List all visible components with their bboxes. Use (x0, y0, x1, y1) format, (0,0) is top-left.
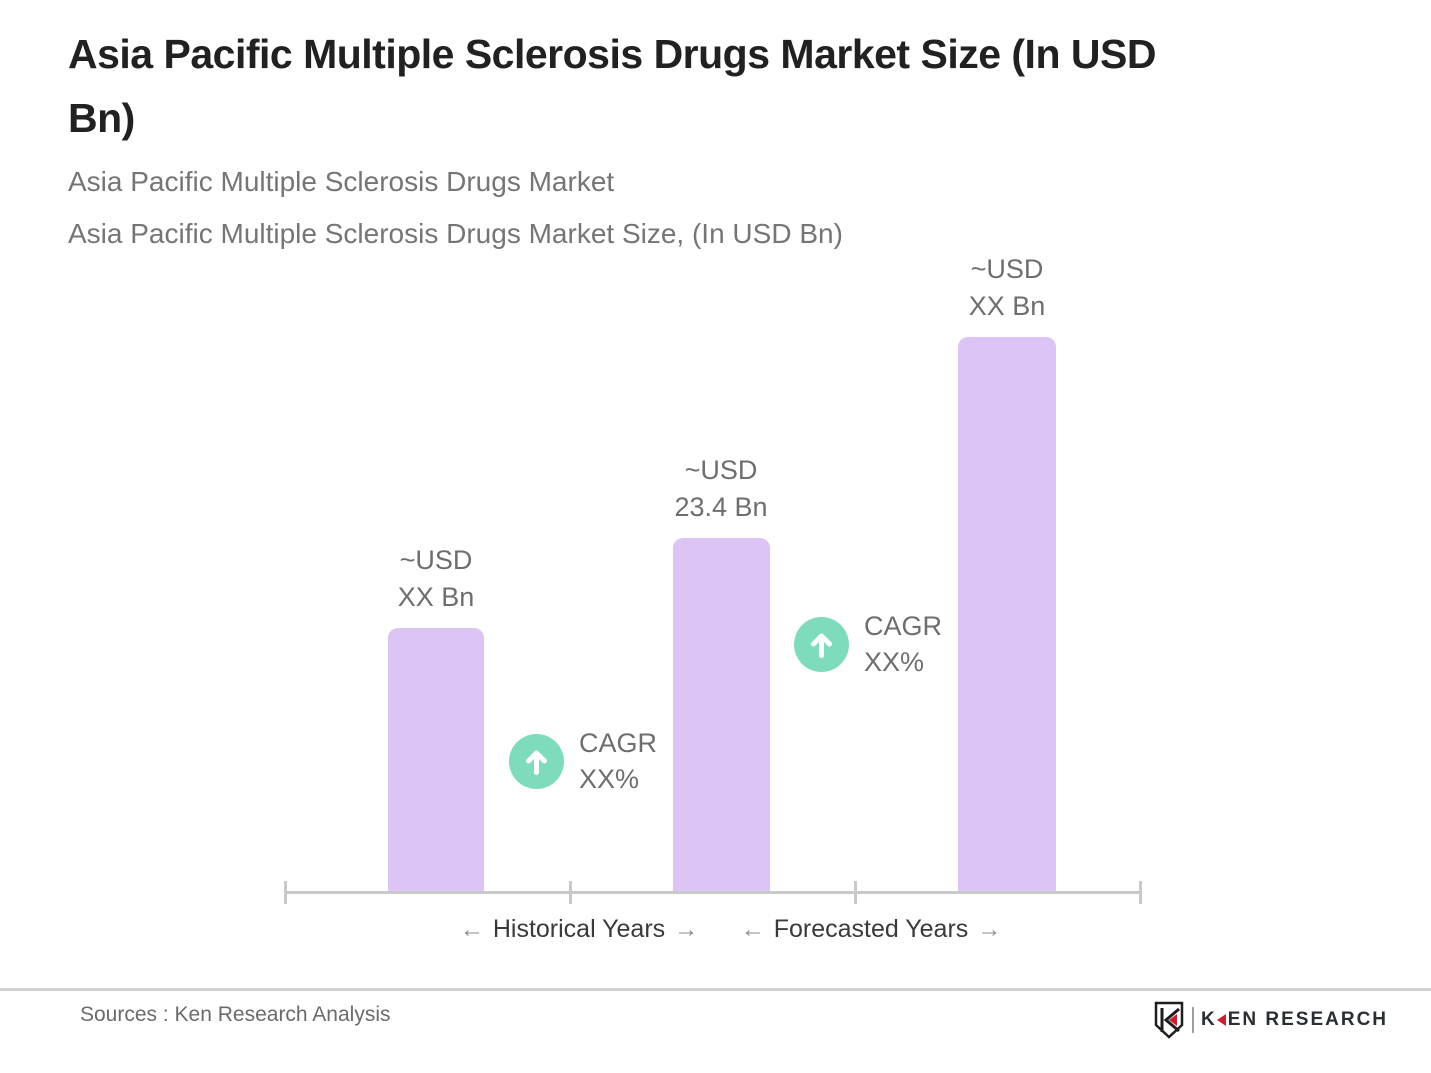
bar-value-label: ~USD XX Bn (897, 251, 1117, 325)
bar-value-line: ~USD (399, 545, 473, 575)
axis-tick (1139, 881, 1142, 904)
logo-separator (1192, 1007, 1194, 1033)
cagr-annotation-2: CAGR XX% (794, 608, 942, 680)
axis-tick (854, 881, 857, 904)
bar-value-line: 23.4 Bn (674, 492, 768, 522)
axis-section-historical: ← Historical Years → (424, 915, 734, 944)
bar-historical (388, 628, 484, 893)
bar-base-year (673, 538, 770, 893)
page-title-line2: Bn) (68, 95, 135, 141)
axis-section-label: Historical Years (492, 915, 666, 943)
logo-badge-icon (1154, 1001, 1184, 1039)
ken-research-logo: K EN RESEARCH (1152, 999, 1388, 1041)
cagr-label-line: XX% (579, 764, 640, 794)
axis-section-label: Forecasted Years (773, 915, 969, 943)
logo-rest: EN RESEARCH (1227, 1009, 1389, 1030)
left-arrow-icon: ← (459, 916, 484, 943)
up-arrow-circle-icon (509, 733, 564, 789)
footer-divider (0, 988, 1431, 991)
axis-tick (284, 881, 287, 904)
bar-forecast (958, 337, 1056, 893)
cagr-annotation-1: CAGR XX% (509, 725, 657, 797)
cagr-label-line: CAGR (864, 611, 943, 641)
logo-wordmark: K EN RESEARCH (1201, 1009, 1388, 1031)
logo-k: K (1201, 1009, 1217, 1030)
bar-value-label: ~USD XX Bn (326, 542, 546, 616)
bar-chart: ~USD XX Bn ~USD 23.4 Bn ~USD XX Bn CAGR … (326, 251, 1117, 893)
bar-value-line: XX Bn (968, 291, 1046, 321)
page-title-line1: Asia Pacific Multiple Sclerosis Drugs Ma… (68, 31, 1156, 77)
axis-section-forecasted: ← Forecasted Years → (716, 915, 1026, 944)
up-arrow-icon (526, 750, 547, 775)
up-arrow-circle-icon (794, 616, 849, 672)
right-arrow-icon: → (674, 916, 699, 943)
axis-tick (569, 881, 572, 904)
cagr-label: CAGR XX% (579, 725, 657, 797)
source-note: Sources : Ken Research Analysis (80, 1003, 391, 1026)
bar-value-line: ~USD (970, 254, 1044, 284)
bar-value-line: ~USD (684, 455, 758, 485)
cagr-label-line: CAGR (579, 728, 658, 758)
up-arrow-icon (811, 633, 832, 658)
left-arrow-icon: ← (740, 916, 765, 943)
chart-subtitle: Asia Pacific Multiple Sclerosis Drugs Ma… (68, 166, 615, 197)
right-arrow-icon: → (977, 916, 1002, 943)
bar-value-line: XX Bn (397, 582, 475, 612)
bar-value-label: ~USD 23.4 Bn (611, 452, 831, 526)
logo-red-triangle-icon (1216, 1014, 1226, 1026)
page-title: Asia Pacific Multiple Sclerosis Drugs Ma… (68, 22, 1368, 150)
cagr-label: CAGR XX% (864, 608, 942, 680)
cagr-label-line: XX% (864, 647, 925, 677)
chart-subtitle-2: Asia Pacific Multiple Sclerosis Drugs Ma… (68, 218, 843, 249)
x-axis-line (284, 891, 1142, 894)
